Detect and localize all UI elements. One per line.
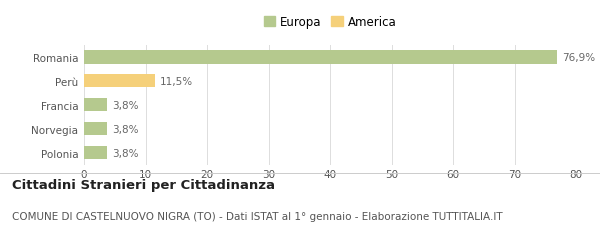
Bar	[84, 75, 155, 88]
Bar	[84, 123, 107, 136]
Text: 3,8%: 3,8%	[112, 100, 139, 110]
Legend: Europa, America: Europa, America	[261, 14, 399, 31]
Text: Cittadini Stranieri per Cittadinanza: Cittadini Stranieri per Cittadinanza	[12, 179, 275, 192]
Text: 11,5%: 11,5%	[160, 76, 193, 87]
Text: 76,9%: 76,9%	[562, 53, 595, 63]
Text: 3,8%: 3,8%	[112, 124, 139, 134]
Text: 3,8%: 3,8%	[112, 148, 139, 158]
Bar	[84, 99, 107, 112]
Bar	[84, 146, 107, 160]
Text: COMUNE DI CASTELNUOVO NIGRA (TO) - Dati ISTAT al 1° gennaio - Elaborazione TUTTI: COMUNE DI CASTELNUOVO NIGRA (TO) - Dati …	[12, 211, 503, 221]
Bar	[84, 51, 557, 64]
